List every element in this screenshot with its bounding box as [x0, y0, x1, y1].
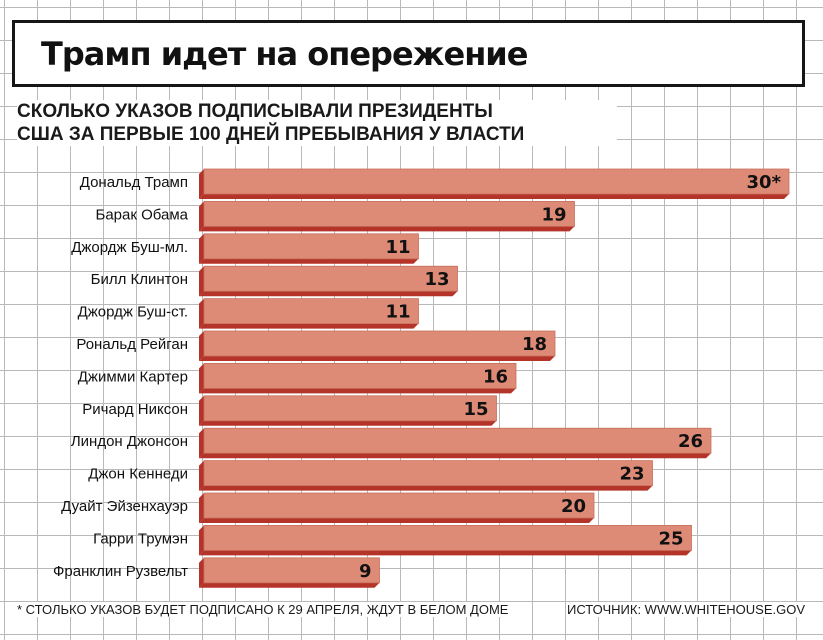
- bar-bottom: [199, 323, 419, 329]
- bar-bottom: [199, 420, 497, 426]
- category-label: Гарри Трумэн: [93, 530, 188, 547]
- value-label: 16: [483, 366, 508, 387]
- category-label: Билл Клинтон: [91, 271, 188, 288]
- bar-row: Джимми Картер 16: [78, 362, 517, 394]
- bar-side: [199, 298, 204, 329]
- bar-row: Джордж Буш-ст. 11: [78, 298, 419, 329]
- bar-row: Рональд Рейган 18: [76, 330, 556, 361]
- bar-bottom: [199, 356, 555, 361]
- category-label: Барак Обама: [95, 206, 188, 223]
- bar-row: Джордж Буш-мл. 11: [71, 233, 419, 264]
- bar-side: [199, 557, 204, 588]
- category-label: Дуайт Эйзенхауэр: [61, 498, 188, 515]
- category-label: Франклин Рузвельт: [53, 563, 188, 580]
- bar-row: Франклин Рузвельт 9: [53, 557, 380, 588]
- chart-subtitle: СКОЛЬКО УКАЗОВ ПОДПИСЫВАЛИ ПРЕЗИДЕНТЫ СШ…: [17, 100, 617, 146]
- bar: [203, 492, 595, 519]
- bar: [203, 265, 458, 292]
- bar: [203, 362, 517, 389]
- bar: [203, 395, 497, 422]
- category-label: Ричард Никсон: [82, 401, 188, 418]
- value-label: 20: [561, 496, 586, 517]
- category-label: Джон Кеннеди: [88, 466, 188, 483]
- bar-side: [199, 266, 204, 297]
- footnote: * СТОЛЬКО УКАЗОВ БУДЕТ ПОДПИСАНО К 29 АП…: [17, 602, 509, 617]
- bar-side: [199, 169, 204, 199]
- bar-bottom: [199, 388, 516, 394]
- value-label: 11: [385, 302, 410, 323]
- category-label: Рональд Рейган: [76, 336, 188, 353]
- bar-bottom: [199, 258, 419, 264]
- bar: [203, 557, 380, 584]
- bar-bottom: [199, 291, 458, 297]
- value-label: 25: [658, 528, 683, 549]
- bar: [203, 525, 692, 551]
- subtitle-line-1: СКОЛЬКО УКАЗОВ ПОДПИСЫВАЛИ ПРЕЗИДЕНТЫ: [17, 101, 493, 122]
- source-note: ИСТОЧНИК: WWW.WHITEHOUSE.GOV: [567, 602, 805, 617]
- bar-row: Дуайт Эйзенхауэр 20: [61, 492, 595, 523]
- bar: [203, 298, 419, 325]
- value-label: 26: [678, 431, 703, 452]
- bar: [203, 233, 419, 260]
- bar-bottom: [199, 453, 711, 459]
- bar-row: Джон Кеннеди 23: [88, 460, 653, 491]
- bar-bottom: [199, 518, 594, 523]
- category-label: Линдон Джонсон: [71, 433, 188, 450]
- category-label: Джордж Буш-ст.: [78, 304, 188, 321]
- category-label: Джордж Буш-мл.: [71, 239, 188, 256]
- bar-bottom: [199, 582, 380, 588]
- category-label: Дональд Трамп: [80, 174, 188, 191]
- bar-side: [199, 363, 204, 394]
- bar-row: Барак Обама 19: [95, 200, 575, 232]
- value-label: 19: [541, 204, 566, 225]
- bar: [203, 427, 712, 454]
- bar-side: [199, 201, 204, 232]
- value-label: 30*: [747, 172, 782, 193]
- chart-title: Трамп идет на опережение: [41, 35, 528, 73]
- bar: [203, 460, 653, 487]
- bar-side: [199, 460, 204, 491]
- bar-side: [199, 395, 204, 426]
- value-label: 18: [522, 334, 547, 355]
- bar-row: Дональд Трамп 30*: [80, 168, 790, 199]
- value-label: 11: [385, 237, 410, 258]
- category-label: Джимми Картер: [78, 368, 188, 385]
- bar: [203, 330, 556, 357]
- bar-side: [199, 493, 204, 523]
- bar: [203, 168, 790, 195]
- value-label: 15: [463, 399, 488, 420]
- title-box: Трамп идет на опережение: [12, 20, 805, 87]
- bar-bottom: [199, 194, 789, 199]
- bar: [203, 200, 575, 227]
- bar-side: [199, 331, 204, 361]
- bar-row: Ричард Никсон 15: [82, 395, 497, 426]
- bar-bottom: [199, 226, 575, 232]
- bar-row: Гарри Трумэн 25: [93, 525, 692, 556]
- bar-side: [199, 428, 204, 459]
- bar-side: [199, 233, 204, 264]
- bar-bottom: [199, 550, 692, 556]
- bar-row: Билл Клинтон 13: [91, 265, 458, 297]
- bar-side: [199, 525, 204, 556]
- bar-bottom: [199, 485, 653, 491]
- value-label: 23: [619, 464, 644, 485]
- subtitle-line-2: США ЗА ПЕРВЫЕ 100 ДНЕЙ ПРЕБЫВАНИЯ У ВЛАС…: [17, 124, 525, 145]
- bar-row: Линдон Джонсон 26: [71, 427, 712, 459]
- value-label: 9: [359, 561, 372, 582]
- value-label: 13: [424, 269, 449, 290]
